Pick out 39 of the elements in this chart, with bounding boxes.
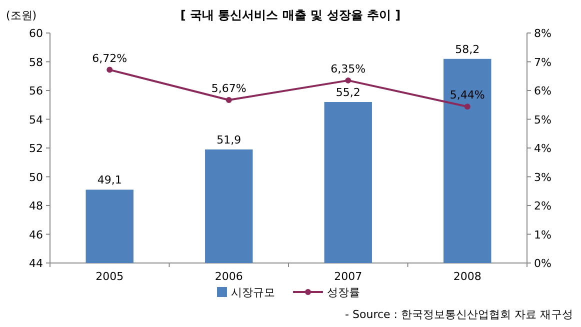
y2-tick-label: 2% [534,200,552,212]
data-label: 58,2 [455,42,480,56]
y2-tick-label: 3% [534,170,552,184]
y-tick-label: 50 [29,170,43,184]
y2-tick-label: 0% [534,257,552,270]
y2-tick-label: 8% [534,27,552,40]
data-label: 51,9 [216,133,242,146]
data-label: 6,35% [330,62,366,76]
y-tick-label: 56 [29,84,43,98]
legend-label: 성장률 [327,286,360,299]
x-tick-label: 2005 [96,270,124,283]
data-label: 5,44% [450,88,485,102]
y2-tick-label: 1% [534,228,552,242]
data-label: 55,2 [336,86,360,99]
y-tick-label: 54 [29,113,43,126]
text: - Source : 한국정보통신산업협회 자료 재구성 [345,308,573,321]
data-label: 5,67% [211,82,246,95]
point [345,77,352,84]
x-tick-label: 2006 [214,270,243,283]
y2-tick-label: 7% [534,56,552,69]
point [464,104,470,110]
chart-title: [ 국내 통신서비스 매출 및 성장율 추이 ] [180,8,401,22]
data-label: 49,1 [97,174,122,187]
y-tick-label: 48 [29,200,43,212]
data-label: 6,72% [92,52,128,65]
y-tick-label: 58 [29,56,43,69]
point [226,96,232,103]
y2-tick-label: 6% [534,84,552,98]
point [106,66,113,73]
y-tick-label: 52 [29,142,43,155]
x-tick-label: 2008 [453,270,482,283]
y2-tick-label: 5% [534,113,552,126]
y-tick-label: 46 [29,228,43,242]
y-axis-title: (조원) [6,9,37,22]
legend-label: 시장규모 [231,286,275,299]
x-tick-label: 2007 [334,270,362,283]
y-tick-label: 60 [29,27,43,40]
y-tick-label: 44 [29,257,43,270]
y2-tick-label: 4% [534,142,552,155]
